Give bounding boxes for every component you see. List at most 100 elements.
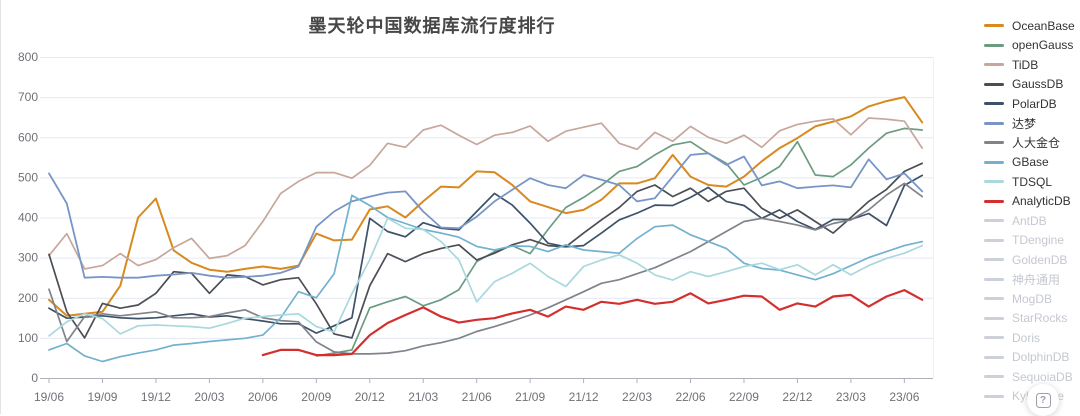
y-axis-label: 400 (18, 211, 38, 225)
series-line-GaussDB[interactable] (48, 162, 924, 339)
legend-label: AnalyticDB (1012, 194, 1071, 209)
x-axis-label: 20/09 (301, 390, 331, 404)
y-axis-label: 800 (18, 50, 38, 64)
legend-swatch-神舟通用 (984, 277, 1004, 281)
legend-item-AntDB[interactable]: AntDB (984, 211, 1080, 231)
chart-title: 墨天轮中国数据库流行度排行 (308, 16, 556, 36)
legend-item-Doris[interactable]: Doris (984, 328, 1080, 348)
legend-label: GoldenDB (1012, 252, 1068, 267)
x-axis-label: 22/06 (676, 390, 706, 404)
legend-swatch-TiDB (984, 63, 1004, 67)
legend-swatch-openGauss (984, 43, 1004, 47)
series-line-TiDB[interactable] (48, 117, 924, 270)
series-line-openGauss[interactable] (315, 127, 924, 357)
legend-label: openGauss (1012, 38, 1074, 53)
x-axis-label: 19/06 (34, 390, 64, 404)
legend: OceanBase openGauss TiDB GaussDB PolarDB 达梦人大… (984, 16, 1080, 406)
x-axis-label: 20/12 (355, 390, 385, 404)
legend-swatch-GBase (984, 160, 1004, 164)
x-axis-label: 21/09 (515, 390, 545, 404)
y-axis-label: 300 (18, 251, 38, 265)
legend-label: 达梦 (1012, 116, 1037, 131)
legend-swatch-Kyligence (984, 394, 1004, 398)
legend-item-GaussDB[interactable]: GaussDB (984, 75, 1080, 95)
legend-item-StarRocks[interactable]: StarRocks (984, 309, 1080, 329)
legend-item-MogDB[interactable]: MogDB (984, 289, 1080, 309)
legend-label: MogDB (1012, 291, 1053, 306)
y-axis-label: 500 (18, 170, 38, 184)
legend-item-人大金仓[interactable]: 人大金仓 (984, 133, 1080, 153)
legend-item-达梦[interactable]: 达梦 (984, 114, 1080, 134)
legend-item-TDengine[interactable]: TDengine (984, 231, 1080, 251)
legend-label: DolphinDB (1012, 350, 1070, 365)
legend-swatch-StarRocks (984, 316, 1004, 320)
legend-label: SequoiaDB (1012, 369, 1073, 384)
legend-swatch-人大金仓 (984, 141, 1004, 145)
series-line-人大金仓[interactable] (48, 182, 924, 355)
page-left-border (0, 0, 1, 414)
legend-label: TDengine (1012, 233, 1065, 248)
legend-label: Doris (1012, 330, 1041, 345)
legend-label: 人大金仓 (1012, 136, 1061, 151)
x-axis-label: 21/03 (408, 390, 438, 404)
legend-item-DolphinDB[interactable]: DolphinDB (984, 348, 1080, 368)
y-axis-label: 700 (18, 90, 38, 104)
legend-item-GBase[interactable]: GBase (984, 153, 1080, 173)
legend-swatch-SequoiaDB (984, 375, 1004, 379)
legend-label: TiDB (1012, 57, 1039, 72)
legend-item-神舟通用[interactable]: 神舟通用 (984, 270, 1080, 290)
y-axis-label: 100 (18, 331, 38, 345)
legend-swatch-OceanBase (984, 24, 1004, 28)
legend-swatch-AntDB (984, 219, 1004, 223)
legend-item-TDSQL[interactable]: TDSQL (984, 172, 1080, 192)
legend-label: PolarDB (1012, 96, 1057, 111)
legend-label: GBase (1012, 155, 1049, 170)
series-line-达梦[interactable] (48, 152, 924, 279)
x-axis-label: 20/03 (194, 390, 224, 404)
legend-label: StarRocks (1012, 311, 1068, 326)
series-line-OceanBase[interactable] (48, 96, 924, 317)
legend-label: AntDB (1012, 213, 1047, 228)
x-axis-label: 22/12 (782, 390, 812, 404)
legend-swatch-GaussDB (984, 82, 1004, 86)
legend-swatch-AnalyticDB (984, 199, 1004, 203)
x-axis-label: 21/06 (462, 390, 492, 404)
y-axis-label: 600 (18, 130, 38, 144)
legend-label: GaussDB (1012, 77, 1064, 92)
legend-item-PolarDB[interactable]: PolarDB (984, 94, 1080, 114)
legend-item-SequoiaDB[interactable]: SequoiaDB (984, 367, 1080, 387)
x-axis-label: 20/06 (248, 390, 278, 404)
legend-item-AnalyticDB[interactable]: AnalyticDB (984, 192, 1080, 212)
legend-swatch-Doris (984, 336, 1004, 340)
legend-label: 神舟通用 (1012, 272, 1061, 287)
legend-item-TiDB[interactable]: TiDB (984, 55, 1080, 75)
x-axis-label: 19/09 (87, 390, 117, 404)
series-line-AnalyticDB[interactable] (261, 289, 924, 357)
x-axis-label: 23/06 (889, 390, 919, 404)
legend-label: OceanBase (1012, 18, 1075, 33)
help-icon: ? (1035, 392, 1051, 408)
legend-item-openGauss[interactable]: openGauss (984, 36, 1080, 56)
x-axis-label: 22/09 (729, 390, 759, 404)
series-line-GBase[interactable] (48, 194, 924, 363)
legend-swatch-TDSQL (984, 180, 1004, 184)
x-axis-label: 23/03 (836, 390, 866, 404)
x-axis-label: 22/03 (622, 390, 652, 404)
legend-swatch-GoldenDB (984, 258, 1004, 262)
series-line-TDSQL[interactable] (48, 217, 924, 337)
legend-item-GoldenDB[interactable]: GoldenDB (984, 250, 1080, 270)
legend-swatch-达梦 (984, 121, 1004, 125)
legend-swatch-MogDB (984, 297, 1004, 301)
series-line-PolarDB[interactable] (48, 174, 924, 334)
x-axis-label: 19/12 (141, 390, 171, 404)
legend-swatch-DolphinDB (984, 355, 1004, 359)
legend-label: TDSQL (1012, 174, 1053, 189)
legend-swatch-PolarDB (984, 102, 1004, 106)
help-button[interactable]: ? (1027, 384, 1059, 416)
legend-swatch-TDengine (984, 238, 1004, 242)
legend-item-OceanBase[interactable]: OceanBase (984, 16, 1080, 36)
y-axis-label: 200 (18, 291, 38, 305)
x-axis-label: 21/12 (569, 390, 599, 404)
y-axis-label: 0 (31, 371, 38, 385)
